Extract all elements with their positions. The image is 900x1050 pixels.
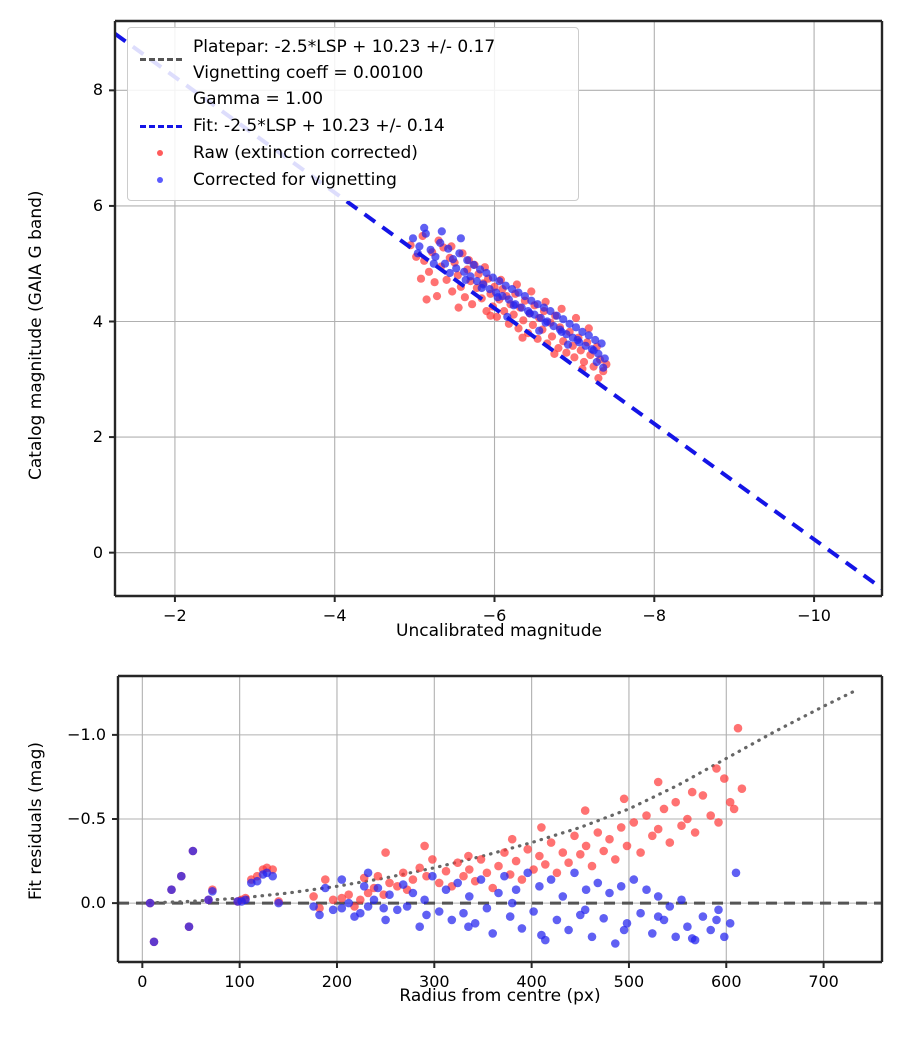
legend-raw-label: Raw (extinction corrected)	[193, 142, 418, 163]
lower-plot-xlabel: Radius from centre (px)	[399, 986, 601, 1006]
legend-gamma-label: Gamma = 1.00	[193, 89, 324, 109]
red-marker-icon	[138, 143, 184, 163]
dashed-blue-line-icon	[138, 116, 184, 136]
fit-residuals-ytick-2: −1.0	[67, 724, 106, 744]
legend-corrected-label: Corrected for vignetting	[193, 169, 397, 190]
photometric-calibration-ytick-1: 2	[92, 427, 103, 447]
series-corrected	[408, 223, 609, 372]
photometric-calibration-xtick-2: −6	[482, 606, 507, 625]
legend-vignetting-coeff-label: Vignetting coeff = 0.00100	[193, 63, 424, 83]
photometric-calibration-ytick-3: 6	[92, 195, 103, 215]
fit-residuals-xtick-5: 500	[613, 972, 645, 991]
series-corrected	[145, 846, 741, 948]
fit-residuals-xtick-4: 400	[516, 972, 547, 991]
legend-row-raw: Raw (extinction corrected)	[138, 139, 568, 166]
fit-residuals-xtick-2: 200	[321, 972, 353, 991]
fit-residuals-ytick-1: −0.5	[67, 809, 106, 828]
blue-marker-icon	[138, 170, 184, 190]
fit-residuals-xtick-0: 0	[137, 972, 148, 991]
photometric-calibration-ytick-4: 8	[92, 80, 103, 100]
photometric-calibration-xtick-3: −8	[642, 606, 667, 625]
photometric-calibration-ytick-2: 4	[92, 311, 103, 331]
series-raw	[145, 723, 747, 947]
upper-plot-xlabel: Uncalibrated magnitude	[396, 621, 602, 641]
upper-plot-legend: Platepar: -2.5*LSP + 10.23 +/- 0.17 Vign…	[127, 27, 579, 201]
fit-residuals-xtick-7: 700	[808, 972, 839, 991]
fit-residuals-xtick-1: 100	[224, 972, 255, 991]
photometric-calibration-xtick-0: −2	[163, 606, 187, 625]
fit-residuals-xtick-6: 600	[710, 972, 742, 991]
legend-platepar-label: Platepar: -2.5*LSP + 10.23 +/- 0.17	[193, 37, 496, 57]
photometric-calibration-ytick-0: 0	[92, 542, 103, 562]
legend-row-platepar: Platepar: -2.5*LSP + 10.23 +/- 0.17 Vign…	[138, 34, 568, 112]
photometric-calibration-xtick-1: −4	[322, 606, 347, 625]
photometric-calibration-xtick-4: −10	[797, 606, 831, 625]
fit-residuals-ytick-0: 0.0	[80, 893, 106, 913]
fit-residuals-xtick-3: 300	[419, 972, 450, 991]
dashed-gray-line-icon	[138, 34, 184, 86]
legend-row-corrected: Corrected for vignetting	[138, 166, 568, 193]
legend-row-fit: Fit: -2.5*LSP + 10.23 +/- 0.14	[138, 112, 568, 139]
legend-fit-label: Fit: -2.5*LSP + 10.23 +/- 0.14	[193, 115, 445, 136]
